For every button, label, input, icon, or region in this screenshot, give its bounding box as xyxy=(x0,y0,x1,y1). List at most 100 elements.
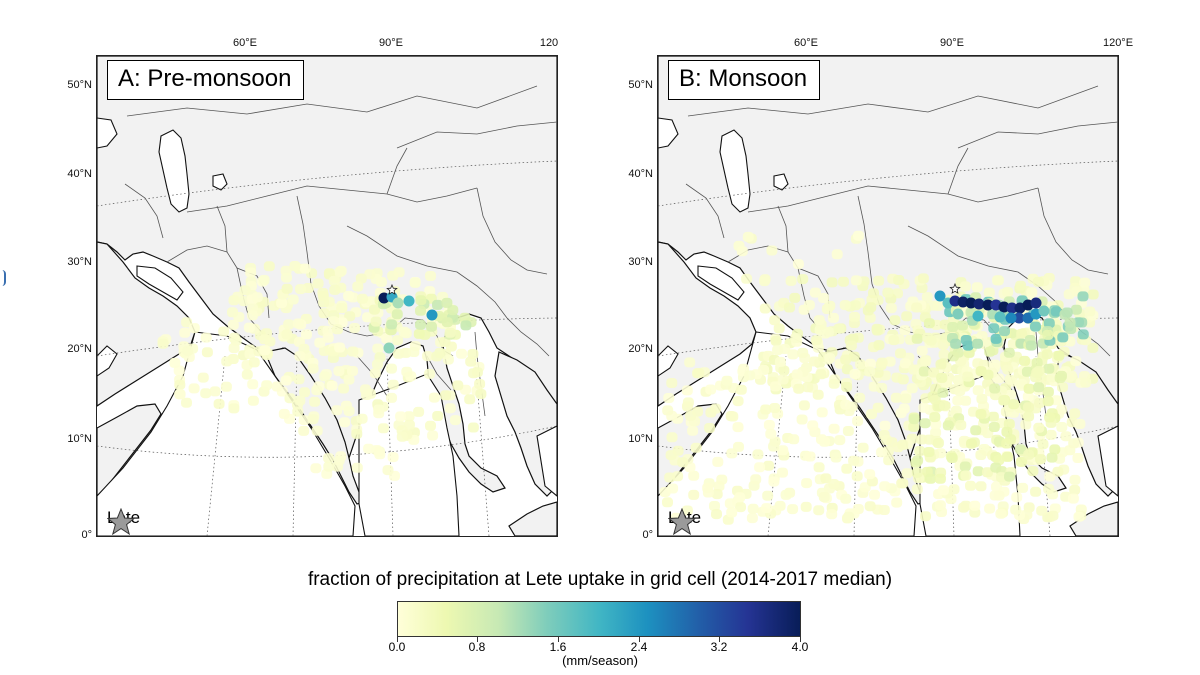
uptake-cell xyxy=(787,504,799,515)
uptake-cell xyxy=(378,423,389,434)
uptake-cell xyxy=(392,335,404,346)
uptake-cell xyxy=(972,338,983,349)
country-border xyxy=(346,225,508,319)
colorbar-tick-mark xyxy=(639,637,640,642)
uptake-cell xyxy=(323,453,335,464)
uptake-cell xyxy=(770,381,781,392)
uptake-cell xyxy=(960,335,972,345)
uptake-cell xyxy=(891,497,903,508)
uptake-cell xyxy=(174,389,186,400)
uptake-cell xyxy=(1045,429,1057,440)
uptake-cell xyxy=(1036,505,1048,516)
uptake-cell xyxy=(726,507,738,518)
uptake-cell xyxy=(375,277,387,287)
uptake-cell xyxy=(248,357,260,368)
uptake-cell xyxy=(828,378,840,389)
uptake-cell xyxy=(292,318,304,329)
uptake-cell xyxy=(401,366,413,377)
uptake-cell xyxy=(947,322,959,332)
colorbar-tick-label: 2.4 xyxy=(630,640,648,654)
uptake-cell xyxy=(200,388,212,399)
uptake-cell xyxy=(343,290,355,301)
lat-tick: 20°N xyxy=(628,343,653,355)
uptake-cell xyxy=(283,319,295,330)
country-border xyxy=(506,317,550,357)
uptake-cell xyxy=(1042,396,1054,407)
uptake-cell xyxy=(664,472,676,483)
uptake-cell xyxy=(386,319,398,330)
uptake-cell xyxy=(284,393,296,404)
uptake-cell xyxy=(332,324,343,335)
uptake-cell xyxy=(803,300,815,311)
uptake-cell xyxy=(815,369,827,380)
uptake-cell xyxy=(1069,474,1081,485)
uptake-cell xyxy=(351,462,363,473)
uptake-cell xyxy=(911,467,923,478)
uptake-cell xyxy=(298,425,310,436)
uptake-cell xyxy=(258,275,270,285)
uptake-cell xyxy=(797,274,809,285)
colorbar-tick-label: 4.0 xyxy=(791,640,809,654)
uptake-cell xyxy=(278,408,290,419)
uptake-cell xyxy=(920,511,931,522)
uptake-cell xyxy=(374,449,386,460)
uptake-cell xyxy=(845,340,857,351)
uptake-cell xyxy=(705,407,717,418)
uptake-cell xyxy=(777,467,788,478)
uptake-cell xyxy=(1003,347,1015,358)
uptake-cell xyxy=(864,358,876,369)
uptake-cell xyxy=(888,335,900,346)
uptake-cell xyxy=(391,309,403,320)
uptake-cell xyxy=(873,340,885,351)
uptake-cell xyxy=(893,275,905,285)
uptake-cell xyxy=(908,414,920,425)
uptake-cell xyxy=(311,385,323,396)
panel-title-text: Pre-monsoon xyxy=(147,65,292,92)
lat-tick: 30°N xyxy=(628,256,653,268)
uptake-cell xyxy=(301,329,312,340)
uptake-cell xyxy=(999,326,1010,337)
uptake-cell xyxy=(667,483,679,494)
uptake-cell-high xyxy=(973,298,985,310)
country-border xyxy=(907,225,1069,319)
panel-title-text: Monsoon xyxy=(708,65,808,92)
colorbar-tick-mark xyxy=(477,637,478,642)
uptake-cell xyxy=(218,326,230,337)
uptake-cell xyxy=(395,411,407,422)
uptake-cell xyxy=(838,276,849,287)
uptake-cell xyxy=(899,358,911,369)
uptake-cell xyxy=(415,305,426,316)
uptake-cell xyxy=(309,396,321,407)
uptake-cell xyxy=(213,398,225,409)
uptake-cell xyxy=(818,492,830,502)
panel-letter: A: xyxy=(118,65,141,92)
uptake-cell xyxy=(356,413,368,424)
uptake-cell xyxy=(681,505,693,516)
uptake-cell xyxy=(932,300,944,311)
uptake-cell xyxy=(807,420,819,431)
lat-tick: 30°N xyxy=(67,256,92,268)
uptake-cell xyxy=(826,277,838,288)
uptake-cell xyxy=(663,393,675,403)
uptake-cell xyxy=(818,293,830,303)
uptake-cell xyxy=(1030,486,1042,497)
uptake-cell xyxy=(766,245,778,256)
uptake-cell xyxy=(769,315,781,326)
uptake-cell xyxy=(809,287,821,298)
uptake-cell xyxy=(864,501,876,512)
uptake-cell xyxy=(896,478,908,489)
uptake-cell xyxy=(432,411,444,421)
uptake-cell xyxy=(704,423,716,433)
uptake-cell xyxy=(959,461,971,472)
country-border xyxy=(124,183,164,239)
uptake-cell xyxy=(1056,404,1068,415)
uptake-cell xyxy=(688,489,700,500)
uptake-cell xyxy=(1008,399,1020,410)
uptake-cell xyxy=(685,410,697,421)
uptake-cell xyxy=(1073,317,1084,328)
country-border xyxy=(126,85,538,117)
uptake-cell xyxy=(733,441,744,452)
uptake-cell xyxy=(932,438,944,448)
uptake-cell xyxy=(848,351,860,362)
uptake-cell xyxy=(929,412,941,423)
